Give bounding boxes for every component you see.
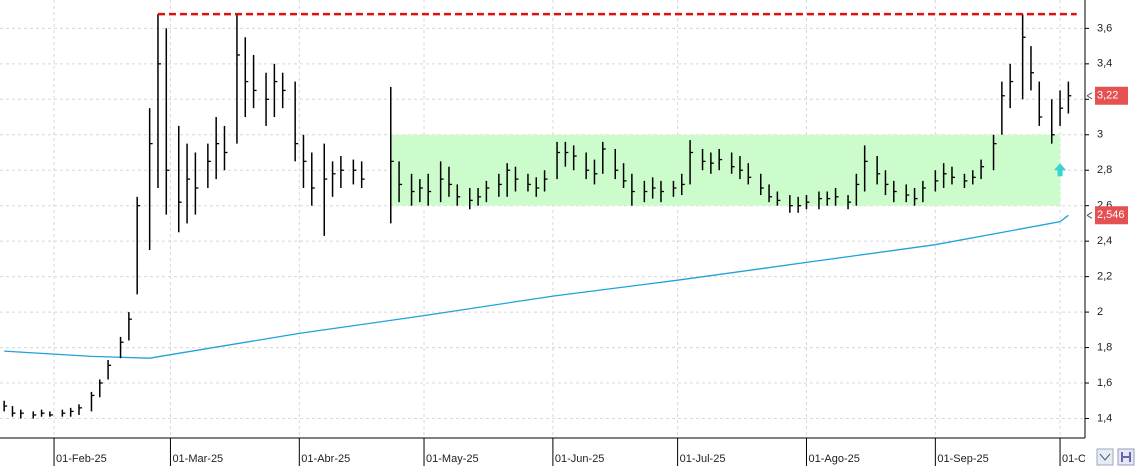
y-tick-label: 2,2 — [1097, 271, 1112, 283]
zone — [390, 134, 1061, 206]
signal-arrow — [1054, 163, 1067, 177]
icon — [1121, 452, 1131, 462]
x-tick-label: 01-Oct-25 — [1062, 453, 1111, 465]
moving-average — [4, 214, 1069, 359]
price-tag-label: 2,546 — [1097, 209, 1125, 221]
y-tick-label: 2,4 — [1097, 235, 1112, 247]
y-tick-label: 3 — [1097, 129, 1103, 141]
x-tick-label: 01-Mar-25 — [172, 453, 223, 465]
price-tag — [1095, 86, 1128, 105]
y-tick-label: 1,8 — [1097, 341, 1112, 353]
icon — [1099, 453, 1111, 461]
y-tick-label: 3,6 — [1097, 22, 1112, 34]
price-tag — [1095, 206, 1128, 225]
x-tick-label: 01-Abr-25 — [301, 453, 350, 465]
x-tick-label: 01-Ago-25 — [808, 453, 859, 465]
x-tick-label: 01-Feb-25 — [56, 453, 107, 465]
y-tick-label: 2,8 — [1097, 164, 1112, 176]
y-tick-label: 1,4 — [1097, 412, 1112, 424]
x-tick-label: 01-Jul-25 — [680, 453, 726, 465]
x-tick-label: 01-Sep-25 — [937, 453, 988, 465]
axes: 1,41,61,822,22,42,62,833,23,43,63,222,54… — [1085, 22, 1128, 424]
price-tag-label: 3,22 — [1097, 90, 1118, 102]
grid — [0, 0, 1085, 438]
y-tick-label: 2 — [1097, 306, 1103, 318]
icon-button[interactable] — [1096, 448, 1114, 466]
price-tag-pointer — [1086, 211, 1093, 219]
x-tick-label: 01-May-25 — [426, 453, 479, 465]
y-tick-label: 3,4 — [1097, 58, 1112, 70]
price-tag-pointer — [1086, 92, 1093, 100]
plot-area: 01-Feb-25 01-Mar-25 01-Abr-25 01-May-25 01-J… — [3, 12, 1111, 466]
x-tick-label: 01-Jun-25 — [555, 453, 605, 465]
y-tick-label: 1,6 — [1097, 377, 1112, 389]
